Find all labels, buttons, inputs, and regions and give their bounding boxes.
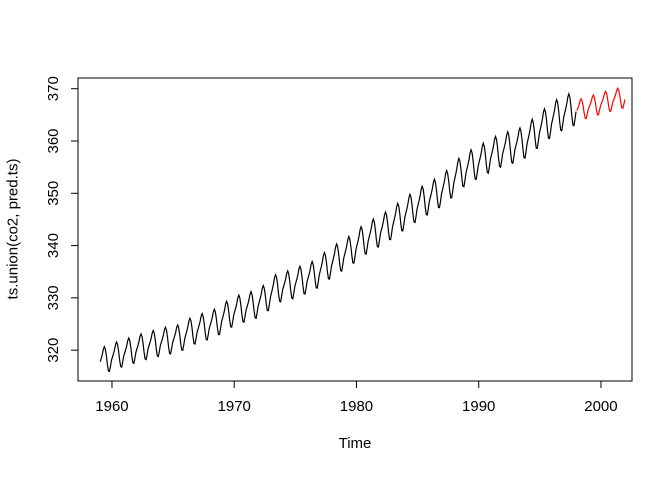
plot-box <box>77 77 633 382</box>
x-tick-label: 1990 <box>462 398 495 415</box>
x-tick-label: 1970 <box>218 398 251 415</box>
forecast-series-line <box>576 86 626 120</box>
y-tick-label: 350 <box>45 181 62 206</box>
y-tick-label: 330 <box>45 285 62 310</box>
x-tick-label: 1960 <box>95 398 128 415</box>
observed-series-line <box>99 91 577 373</box>
x-axis-title: Time <box>338 435 372 452</box>
x-tick-label: 1980 <box>340 398 373 415</box>
x-tick-label: 2000 <box>584 398 617 415</box>
y-tick-label: 340 <box>45 233 62 258</box>
y-tick-label: 360 <box>45 128 62 153</box>
y-axis-title: ts.union(co2, pred.ts) <box>4 158 22 300</box>
y-tick-label: 320 <box>45 338 62 363</box>
y-tick-label: 370 <box>45 76 62 101</box>
